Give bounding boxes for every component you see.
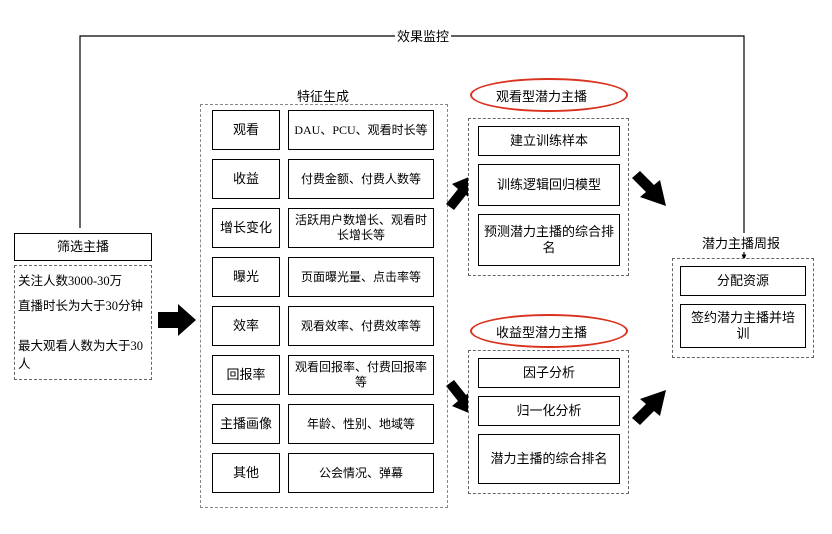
feature-desc-2: 活跃用户数增长、观看时长增长等 — [288, 208, 434, 248]
feature-cat-0: 观看 — [212, 110, 280, 150]
watch-step-0: 建立训练样本 — [478, 126, 620, 156]
weekly-step-1: 签约潜力主播并培训 — [680, 304, 806, 348]
monitor-label: 效果监控 — [395, 26, 451, 45]
filter-title: 筛选主播 — [14, 233, 152, 261]
feature-desc-6: 年龄、性别、地域等 — [288, 404, 434, 444]
watch-step-1: 训练逻辑回归模型 — [478, 164, 620, 206]
feature-gen-title: 特征生成 — [295, 86, 351, 105]
feature-cat-6: 主播画像 — [212, 404, 280, 444]
feature-cat-2: 增长变化 — [212, 208, 280, 248]
feature-cat-1: 收益 — [212, 159, 280, 199]
feature-desc-3: 页面曝光量、点击率等 — [288, 257, 434, 297]
arrow-watch-to-weekly — [632, 171, 666, 206]
profit-title: 收益型潜力主播 — [494, 322, 589, 341]
weekly-step-0: 分配资源 — [680, 266, 806, 296]
watch-step-2: 预测潜力主播的综合排名 — [478, 214, 620, 266]
feature-cat-4: 效率 — [212, 306, 280, 346]
feature-desc-7: 公会情况、弹幕 — [288, 453, 434, 493]
filter-criteria-1: 直播时长为大于30分钟 — [18, 297, 148, 315]
feature-desc-1: 付费金额、付费人数等 — [288, 159, 434, 199]
profit-step-0: 因子分析 — [478, 358, 620, 388]
arrow-filter-to-features — [158, 304, 196, 336]
diagram-canvas: 效果监控 筛选主播 关注人数3000-30万 直播时长为大于30分钟 最大观看人… — [0, 0, 832, 534]
feature-cat-7: 其他 — [212, 453, 280, 493]
arrow-profit-to-weekly — [632, 390, 666, 425]
filter-criteria-0: 关注人数3000-30万 — [18, 272, 148, 290]
profit-step-2: 潜力主播的综合排名 — [478, 434, 620, 484]
weekly-title: 潜力主播周报 — [700, 233, 782, 252]
feature-cat-3: 曝光 — [212, 257, 280, 297]
feature-desc-4: 观看效率、付费效率等 — [288, 306, 434, 346]
feature-desc-0: DAU、PCU、观看时长等 — [288, 110, 434, 150]
feature-desc-5: 观看回报率、付费回报率等 — [288, 355, 434, 395]
watch-title: 观看型潜力主播 — [494, 86, 589, 105]
profit-step-1: 归一化分析 — [478, 396, 620, 426]
filter-criteria-2: 最大观看人数为大于30人 — [18, 337, 148, 373]
feature-cat-5: 回报率 — [212, 355, 280, 395]
